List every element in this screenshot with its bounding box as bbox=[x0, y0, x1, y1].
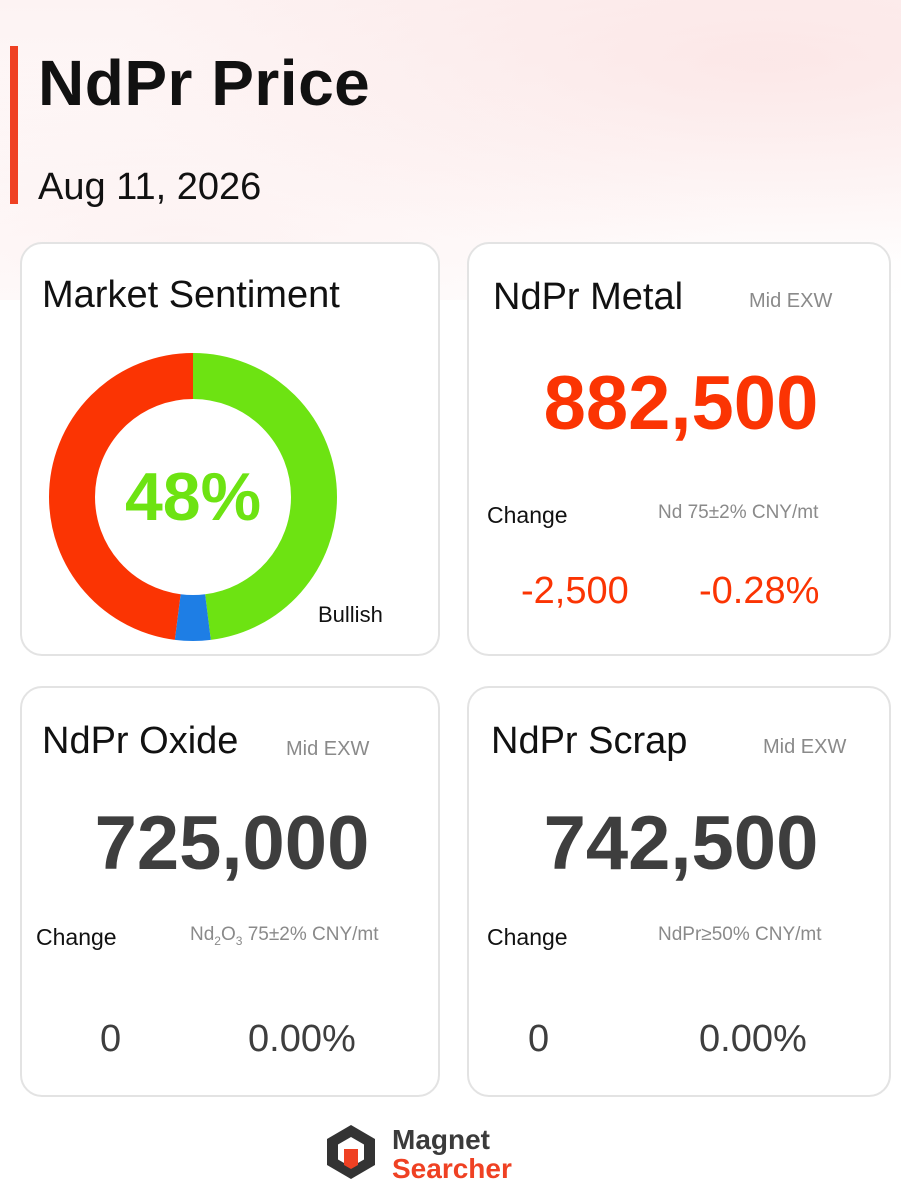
page-date: Aug 11, 2026 bbox=[38, 166, 262, 208]
title-accent-bar bbox=[10, 46, 18, 204]
oxide-spec: Nd2O3 75±2% CNY/mt bbox=[190, 924, 379, 948]
sentiment-donut-svg bbox=[49, 353, 337, 641]
sentiment-bullish-label: Bullish bbox=[318, 602, 383, 627]
sentiment-title: Market Sentiment bbox=[42, 274, 340, 316]
oxide-price: 725,000 bbox=[94, 801, 370, 886]
metal-price: 882,500 bbox=[543, 361, 819, 446]
metal-change-label: Change bbox=[487, 502, 568, 528]
oxide-spec-suffix: 75±2% CNY/mt bbox=[242, 924, 379, 945]
sentiment-donut-chart: 48% bbox=[48, 352, 338, 642]
oxide-spec-sub2: 3 bbox=[235, 933, 243, 948]
sentiment-percent: 48% bbox=[124, 459, 262, 535]
oxide-spec-prefix: Nd bbox=[190, 924, 215, 945]
scrap-change-pct: 0.00% bbox=[699, 1018, 807, 1060]
oxide-spec-mid: O bbox=[220, 924, 236, 945]
oxide-change-label: Change bbox=[36, 924, 117, 950]
metal-title: NdPr Metal bbox=[493, 276, 684, 318]
logo-accent-shape bbox=[344, 1149, 358, 1169]
oxide-card: NdPr Oxide Mid EXW 725,000 Change Nd2O3 … bbox=[20, 686, 440, 1097]
oxide-spec-sub1: 2 bbox=[214, 933, 221, 948]
metal-change-abs: -2,500 bbox=[521, 570, 629, 612]
brand-name-line1: Magnet bbox=[392, 1124, 490, 1155]
scrap-card: NdPr Scrap Mid EXW 742,500 Change NdPr≥5… bbox=[467, 686, 891, 1097]
metal-spec: Nd 75±2% CNY/mt bbox=[658, 502, 819, 523]
sentiment-card: Market Sentiment 48% Bullish bbox=[20, 242, 440, 656]
scrap-title: NdPr Scrap bbox=[491, 720, 688, 762]
metal-change-pct: -0.28% bbox=[699, 570, 820, 612]
metal-meta: Mid EXW bbox=[749, 290, 833, 312]
magnet-searcher-logo-icon bbox=[327, 1125, 375, 1179]
donut-segment-bearish bbox=[49, 353, 337, 641]
metal-card: NdPr Metal Mid EXW 882,500 Change Nd 75±… bbox=[467, 242, 891, 656]
oxide-meta: Mid EXW bbox=[286, 738, 370, 760]
oxide-change-pct: 0.00% bbox=[248, 1018, 356, 1060]
scrap-meta: Mid EXW bbox=[763, 736, 847, 758]
brand-name-line2: Searcher bbox=[392, 1153, 512, 1184]
oxide-change-abs: 0 bbox=[100, 1018, 122, 1060]
scrap-price: 742,500 bbox=[543, 801, 819, 886]
scrap-change-label: Change bbox=[487, 924, 568, 950]
scrap-change-abs: 0 bbox=[528, 1018, 550, 1060]
donut-segment-neutral bbox=[49, 353, 337, 641]
scrap-spec: NdPr≥50% CNY/mt bbox=[658, 924, 822, 945]
oxide-title: NdPr Oxide bbox=[42, 720, 239, 762]
page-title: NdPr Price bbox=[38, 47, 371, 119]
